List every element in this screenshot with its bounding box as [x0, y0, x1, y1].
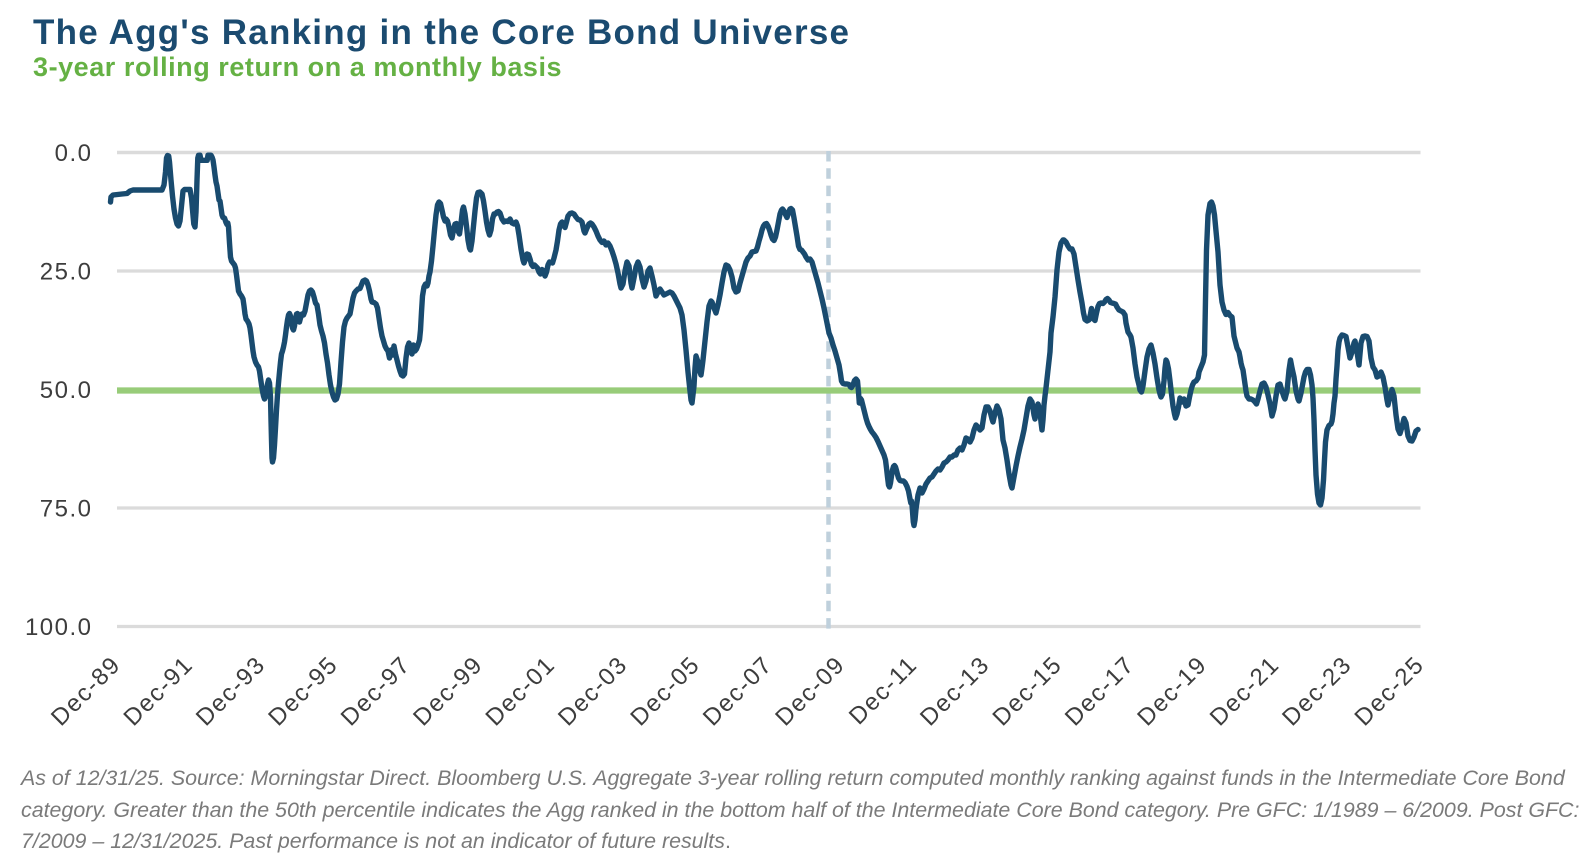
svg-text:Dec-15: Dec-15 [987, 651, 1067, 731]
svg-text:50.0: 50.0 [40, 377, 93, 404]
svg-text:Dec-05: Dec-05 [625, 651, 705, 731]
svg-text:Dec-01: Dec-01 [481, 651, 561, 731]
svg-text:Dec-91: Dec-91 [118, 651, 198, 731]
svg-text:Dec-11: Dec-11 [844, 651, 923, 730]
svg-text:Dec-99: Dec-99 [408, 651, 488, 731]
svg-text:Dec-19: Dec-19 [1132, 651, 1212, 731]
svg-text:Dec-95: Dec-95 [263, 651, 343, 731]
svg-text:Dec-03: Dec-03 [553, 651, 633, 731]
svg-text:Dec-25: Dec-25 [1350, 651, 1430, 731]
svg-text:Dec-93: Dec-93 [191, 651, 271, 731]
svg-text:Dec-13: Dec-13 [915, 651, 995, 731]
svg-text:Dec-09: Dec-09 [770, 651, 850, 731]
svg-text:75.0: 75.0 [40, 496, 93, 523]
svg-text:0.0: 0.0 [55, 140, 93, 167]
svg-text:Dec-97: Dec-97 [336, 651, 416, 731]
svg-text:Dec-07: Dec-07 [698, 651, 778, 731]
svg-text:100.0: 100.0 [25, 614, 93, 641]
svg-text:Dec-21: Dec-21 [1205, 651, 1285, 731]
svg-text:Dec-17: Dec-17 [1060, 651, 1140, 731]
svg-text:25.0: 25.0 [40, 259, 93, 286]
svg-text:Dec-89: Dec-89 [46, 651, 126, 731]
svg-text:Dec-23: Dec-23 [1277, 651, 1357, 731]
